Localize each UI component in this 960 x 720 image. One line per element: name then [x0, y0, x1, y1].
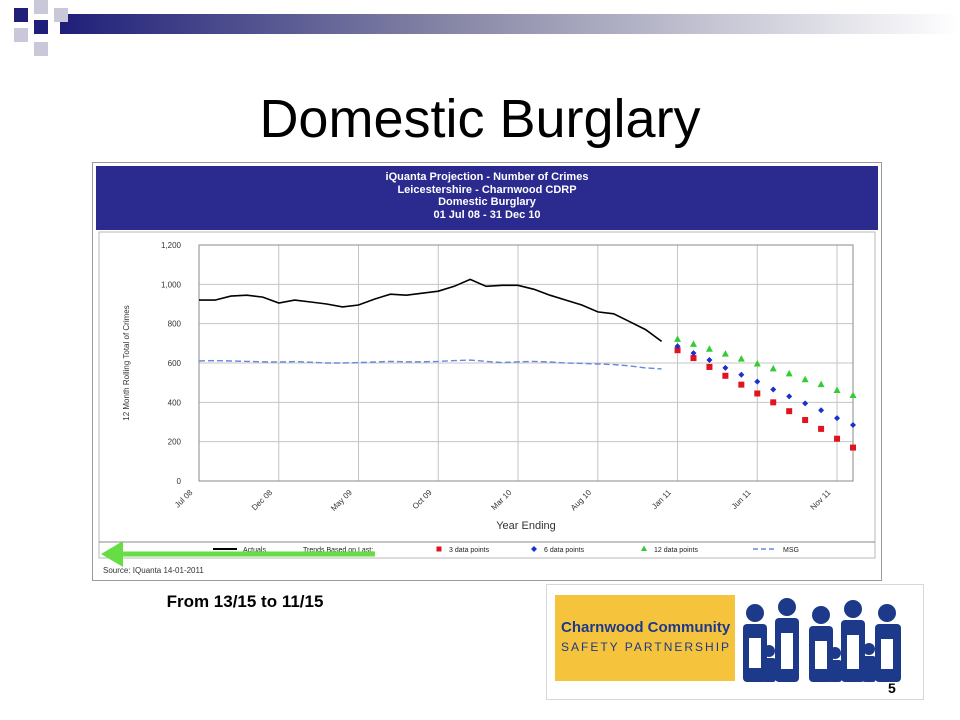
legend-label: 6 data points: [544, 547, 585, 554]
x-tick-label: Mar 10: [489, 488, 513, 512]
chart-title-line: Leicestershire - Charnwood CDRP: [397, 183, 577, 196]
data-point-3pt: [722, 372, 729, 379]
x-tick-label: Jul 08: [173, 488, 195, 510]
data-point-6pt: [770, 386, 777, 393]
legend-swatch-6pt: [531, 546, 537, 552]
plot-border: [198, 244, 854, 482]
data-point-12pt: [817, 380, 825, 388]
logo-text-line1: Charnwood Community: [561, 619, 731, 636]
chart-header: iQuanta Projection - Number of Crimes Le…: [96, 166, 878, 230]
series-line-actuals: [199, 278, 663, 343]
x-tick-label: May 09: [329, 488, 354, 513]
data-point-6pt: [722, 364, 729, 371]
data-point-6pt: [802, 400, 809, 407]
legend-label: 3 data points: [449, 547, 490, 554]
caption-text: From 13/15 to 11/15: [166, 592, 324, 611]
data-point-6pt: [786, 393, 793, 400]
green-arrow-head: [101, 541, 123, 567]
banner-square-1: [14, 8, 28, 22]
data-point-12pt: [737, 355, 745, 362]
data-point-3pt: [802, 417, 809, 424]
data-point-12pt: [785, 369, 793, 377]
x-axis-label: Year Ending: [496, 520, 556, 532]
x-tick-label: Dec 08: [250, 488, 275, 513]
y-axis-label: 12 Month Rolling Total of Crimes: [122, 305, 131, 420]
data-point-12pt: [753, 359, 761, 367]
x-tick-label: Aug 10: [569, 488, 594, 513]
data-point-6pt: [706, 357, 713, 364]
chart-frame: iQuanta Projection - Number of Crimes Le…: [92, 162, 882, 581]
data-point-6pt: [674, 343, 681, 350]
legend-swatch-12pt: [641, 545, 647, 551]
data-point-12pt: [849, 391, 857, 398]
chart-title-line: Domestic Burglary: [438, 196, 536, 208]
y-tick-label: 600: [168, 359, 182, 368]
data-point-12pt: [674, 335, 682, 342]
logo-band: [555, 595, 735, 681]
legend-label: Trends Based on Last:: [303, 547, 373, 554]
logo-text-line2: SAFETY PARTNERSHIP: [561, 640, 732, 654]
data-point-6pt: [738, 371, 745, 378]
x-tick-label: Jan 11: [650, 488, 673, 511]
banner-square-6: [34, 42, 48, 56]
data-point-3pt: [786, 408, 793, 415]
data-point-3pt: [674, 347, 681, 354]
legend-label: Actuals: [243, 547, 266, 554]
data-point-3pt: [690, 355, 697, 362]
data-point-6pt: [818, 407, 825, 414]
data-point-6pt: [690, 350, 697, 357]
legend-swatch-3pt: [436, 546, 442, 552]
data-point-12pt: [705, 345, 713, 352]
data-point-12pt: [801, 375, 809, 383]
banner-square-3: [34, 20, 48, 34]
legend-label: 12 data points: [654, 547, 698, 554]
y-tick-label: 200: [168, 438, 182, 447]
banner-gradient-bar: [60, 14, 960, 34]
title-banner: [14, 0, 960, 56]
x-tick-label: Jun 11: [730, 488, 753, 511]
data-point-6pt: [754, 378, 761, 385]
banner-square-2: [34, 0, 48, 14]
banner-square-5: [14, 28, 28, 42]
y-tick-label: 800: [168, 320, 182, 329]
data-point-3pt: [738, 381, 745, 388]
data-point-3pt: [770, 399, 777, 406]
data-point-12pt: [721, 350, 729, 357]
chart-title-line: iQuanta Projection - Number of Crimes: [385, 171, 589, 183]
y-tick-label: 1,200: [161, 241, 182, 250]
data-point-3pt: [818, 425, 825, 432]
banner-square-4: [54, 8, 68, 22]
chart-area-border: [98, 231, 876, 559]
data-point-3pt: [754, 390, 761, 397]
partnership-logo: Charnwood Community SAFETY PARTNERSHIP: [546, 584, 924, 700]
slide-title: Domestic Burglary: [259, 89, 701, 149]
legend-label: MSG: [783, 547, 799, 554]
data-point-12pt: [689, 340, 697, 347]
page-number: 5: [888, 680, 896, 696]
chart-plot: 0 200 400 600 800 1,000 1,200 Jul 08 Dec 08 May 0…: [98, 231, 876, 575]
data-point-6pt: [834, 415, 841, 422]
x-tick-label: Nov 11: [809, 488, 833, 512]
chart-source: Source: IQuanta 14-01-2011: [103, 566, 204, 575]
x-tick-label: Oct 09: [411, 488, 434, 511]
data-point-3pt: [706, 363, 713, 370]
data-point-12pt: [833, 386, 841, 394]
y-tick-label: 1,000: [161, 280, 182, 289]
y-tick-label: 0: [177, 477, 182, 486]
y-tick-label: 400: [168, 398, 182, 407]
data-point-6pt: [850, 421, 856, 428]
people-silhouettes-icon: [743, 598, 901, 682]
data-point-3pt: [834, 435, 841, 442]
series-line-msg: [198, 359, 662, 370]
chart-title-line: 01 Jul 08 - 31 Dec 10: [433, 208, 541, 221]
data-point-12pt: [769, 364, 777, 372]
data-point-3pt: [850, 444, 856, 451]
